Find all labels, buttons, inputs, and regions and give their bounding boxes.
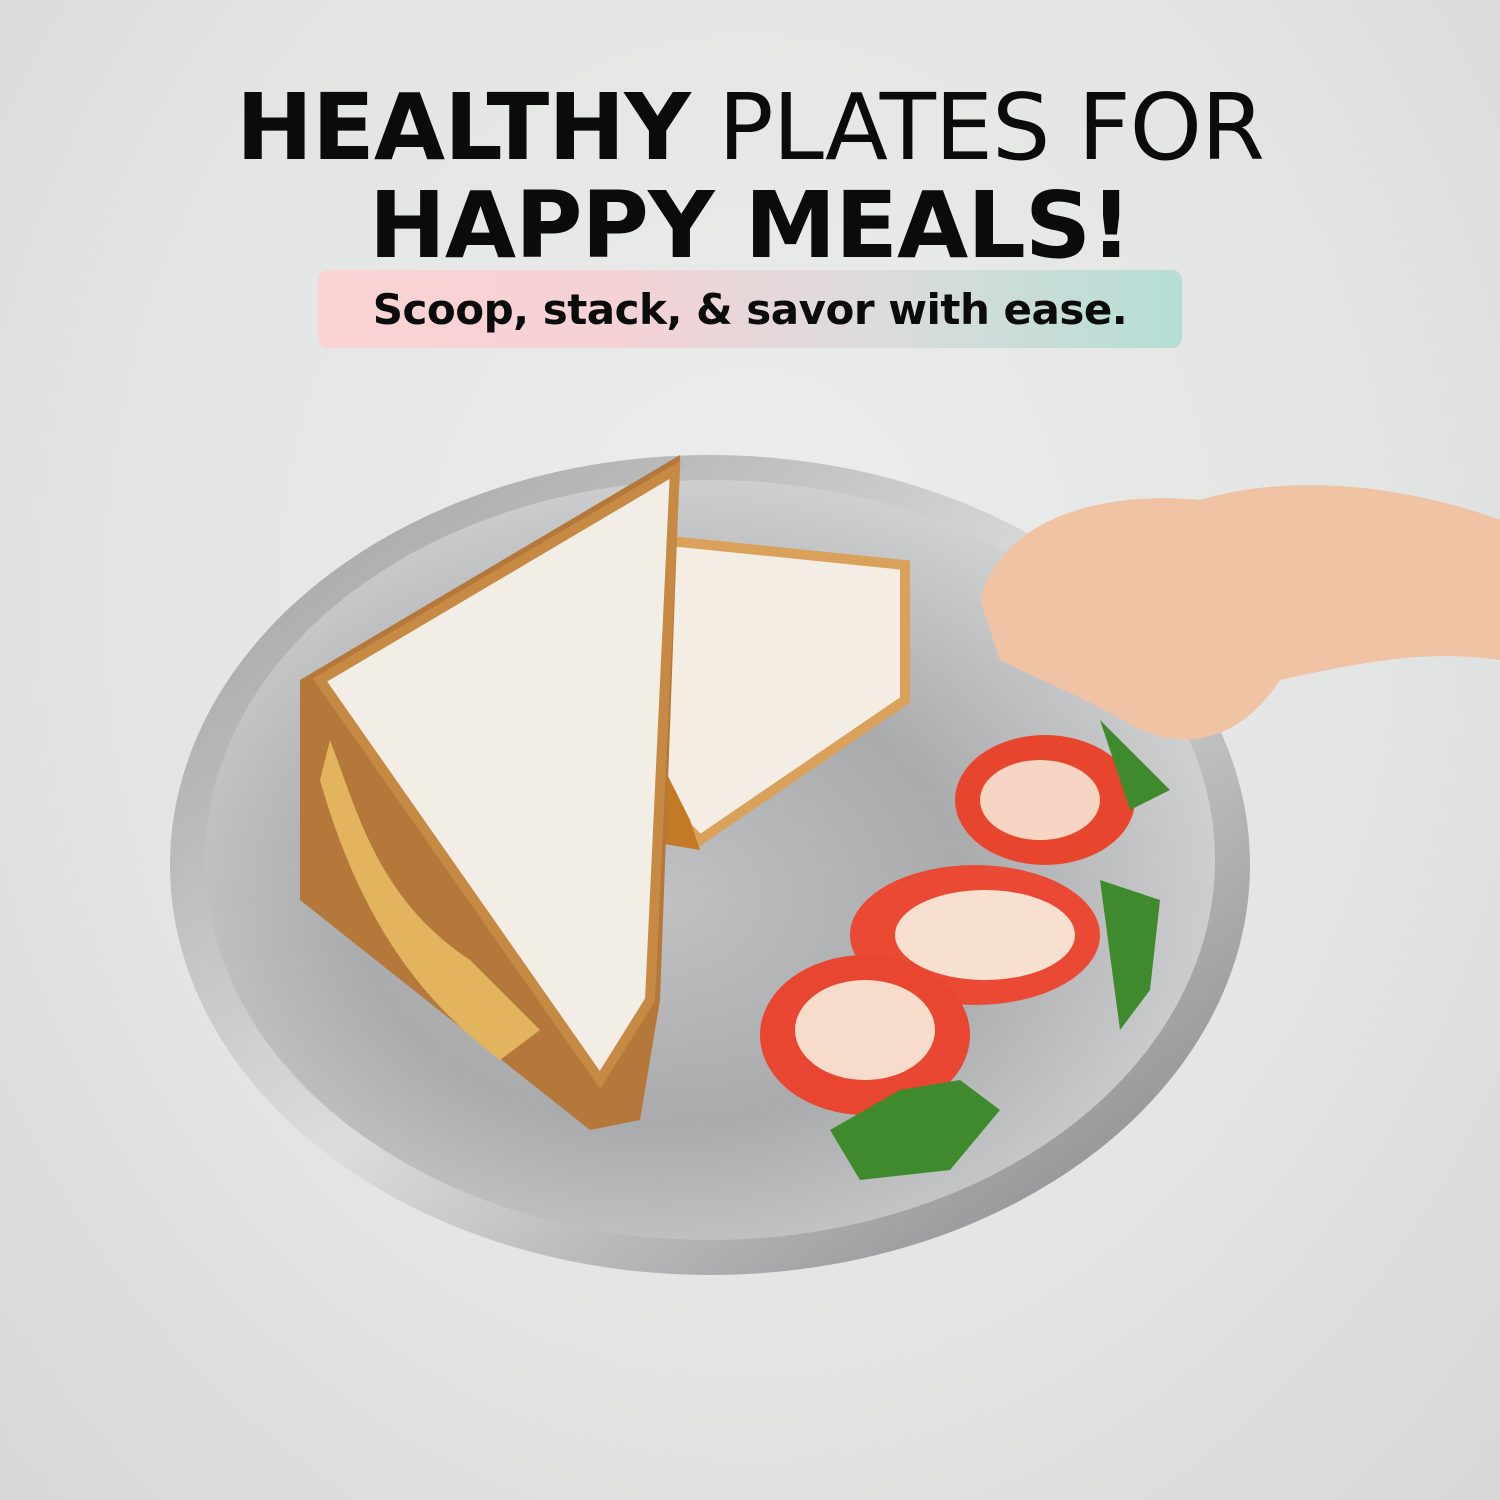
- strawberries: [760, 720, 1170, 1180]
- headline-line-2: HAPPY MEALS!: [368, 172, 1132, 279]
- tagline-banner: Scoop, stack, & savor with ease.: [318, 270, 1182, 348]
- headline-regular-words: PLATES FOR: [718, 74, 1265, 181]
- child-hand: [980, 485, 1500, 740]
- headline-bold-word: HEALTHY: [236, 74, 691, 181]
- headline-line-1: HEALTHY PLATES FOR: [0, 78, 1500, 178]
- sandwich: [300, 455, 910, 1130]
- tagline-text: Scoop, stack, & savor with ease.: [372, 284, 1128, 334]
